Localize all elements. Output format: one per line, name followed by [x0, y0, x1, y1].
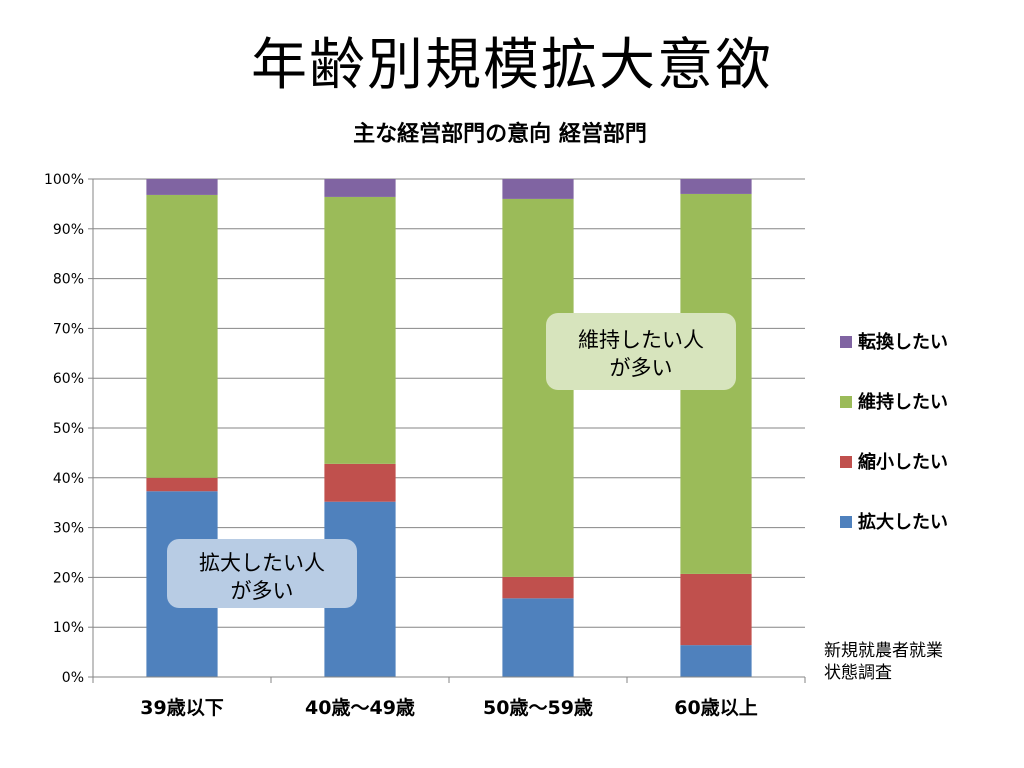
bar-segment [502, 179, 574, 199]
callout-maintain: 維持したい人 が多い [546, 313, 736, 390]
bars [146, 179, 752, 677]
x-tick-label: 50歳～59歳 [483, 697, 593, 719]
callout-expand: 拡大したい人 が多い [167, 539, 357, 608]
y-tick-label: 20% [53, 570, 84, 586]
y-tick-label: 80% [53, 272, 84, 288]
bar-segment [502, 598, 574, 677]
y-tick-label: 50% [53, 421, 84, 437]
y-tick-label: 100% [44, 172, 84, 188]
slide-title: 年齢別規模拡大意欲 [251, 33, 773, 98]
y-tick-label: 90% [53, 222, 84, 238]
callout-expand-line1: 拡大したい人 [199, 551, 325, 575]
callout-expand-line2: が多い [230, 579, 294, 603]
y-tick-label: 30% [53, 521, 84, 537]
bar-segment [146, 477, 218, 492]
legend-swatch [840, 456, 852, 468]
legend-label: 拡大したい [858, 512, 948, 533]
y-tick-label: 0% [62, 670, 84, 686]
legend-swatch [840, 516, 852, 528]
source-note-line1: 新規就農者就業 [824, 641, 943, 661]
y-tick-label: 10% [53, 620, 84, 636]
x-tick-label: 39歳以下 [140, 697, 223, 719]
bar-segment [324, 196, 396, 464]
bar-segment [680, 179, 752, 194]
bar-segment [680, 645, 752, 677]
bar-segment [146, 194, 218, 478]
x-tick-label: 40歳～49歳 [305, 697, 415, 719]
y-tick-label: 60% [53, 371, 84, 387]
legend-swatch [840, 396, 852, 408]
bar-segment [146, 179, 218, 195]
bar-segment [502, 576, 574, 599]
source-note: 新規就農者就業 状態調査 [824, 640, 943, 684]
callout-maintain-line1: 維持したい人 [578, 328, 704, 352]
y-tick-label: 70% [53, 321, 84, 337]
legend-swatch [840, 336, 852, 348]
bar-segment [324, 463, 396, 502]
bar-segment [324, 179, 396, 197]
legend-label: 転換したい [858, 332, 948, 353]
source-note-line2: 状態調査 [824, 663, 892, 683]
axes: 0% 10% 20% 30% 40% 50% 60% 70% 80% 90% 100% 39歳以下 40… [44, 172, 806, 719]
legend-label: 維持したい [858, 392, 948, 413]
bar-segment [680, 573, 752, 646]
legend-label: 縮小したい [858, 452, 948, 473]
chart-title: 主な経営部門の意向 経営部門 [353, 122, 647, 147]
y-tick-label: 40% [53, 471, 84, 487]
x-tick-label: 60歳以上 [674, 697, 757, 719]
callout-maintain-line2: が多い [609, 356, 673, 380]
